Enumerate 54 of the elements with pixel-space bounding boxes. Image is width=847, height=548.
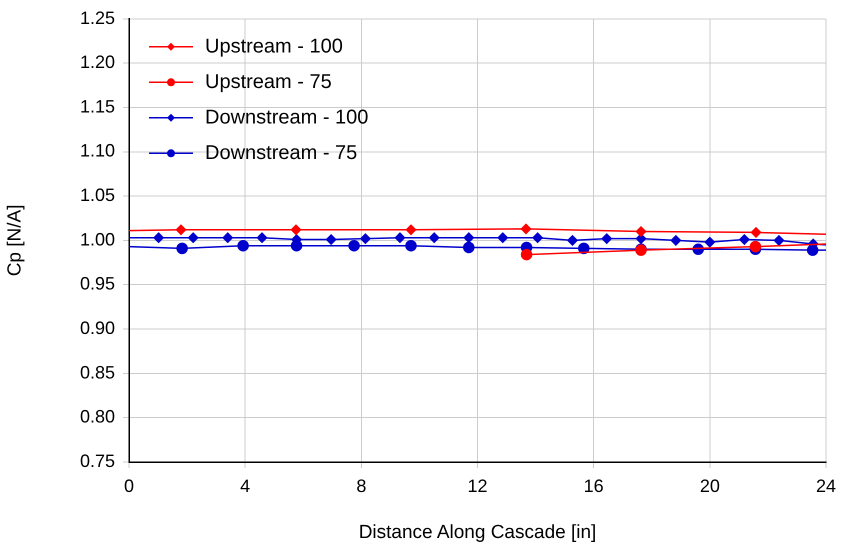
point	[326, 234, 336, 245]
legend-label: Downstream - 100	[205, 106, 368, 128]
point	[176, 224, 186, 236]
legend-label: Upstream - 100	[205, 35, 343, 58]
y-tick-label: 0.80	[80, 406, 115, 427]
point	[750, 227, 762, 238]
legend-label: Downstream - 75	[205, 142, 358, 164]
point	[463, 242, 475, 254]
point	[739, 234, 750, 245]
y-tick-label: 1.25	[80, 8, 115, 28]
y-tick-label: 0.90	[80, 318, 115, 338]
x-tick-label: 8	[356, 476, 366, 496]
y-tick-label: 0.95	[80, 274, 115, 294]
point	[774, 235, 784, 246]
point	[532, 232, 543, 243]
point	[188, 232, 198, 243]
point	[670, 235, 682, 246]
point	[360, 233, 371, 244]
x-tick-label: 20	[700, 476, 720, 496]
y-tick-label: 0.75	[80, 450, 115, 471]
x-tick-label: 4	[240, 476, 250, 496]
y-axis-title: Cp [N/A]	[4, 204, 26, 276]
y-tick-label: 1.05	[80, 185, 115, 206]
point	[636, 226, 646, 237]
x-axis-title: Distance Along Cascade [in]	[358, 522, 596, 543]
point	[464, 232, 474, 243]
point	[256, 232, 268, 243]
point	[153, 232, 164, 243]
point	[428, 232, 440, 243]
point	[601, 233, 612, 244]
point	[348, 240, 360, 252]
point	[394, 232, 406, 243]
point	[750, 240, 762, 252]
x-tick-label: 16	[584, 476, 604, 496]
y-tick-label: 1.20	[80, 52, 115, 72]
y-tick-label: 1.10	[80, 140, 115, 161]
point	[498, 232, 508, 243]
y-tick-label: 0.85	[80, 362, 115, 382]
point	[704, 236, 716, 248]
point	[567, 235, 578, 246]
point	[176, 242, 188, 254]
point	[290, 224, 302, 236]
x-tick-label: 24	[816, 476, 836, 496]
point	[405, 240, 417, 252]
point	[222, 232, 233, 243]
point	[520, 224, 532, 234]
y-tick-label: 1.15	[80, 96, 115, 116]
y-tick-label: 1.00	[80, 229, 115, 250]
point	[406, 224, 416, 236]
x-tick-label: 0	[124, 476, 134, 496]
point	[237, 240, 249, 252]
x-tick-label: 12	[467, 476, 488, 496]
legend-label: Upstream - 75	[205, 70, 332, 93]
point	[520, 248, 532, 260]
